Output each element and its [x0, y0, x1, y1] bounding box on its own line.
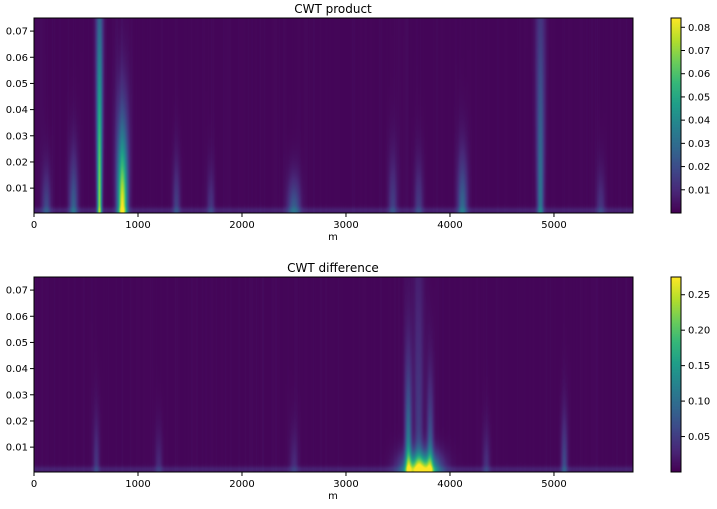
x-tick-label: 3000: [333, 479, 358, 490]
y-tick-label: 0.04: [6, 364, 28, 375]
x-tick-label: 5000: [541, 220, 566, 231]
y-tick-label: 0.03: [6, 390, 28, 401]
x-ticks: 0 1000 2000 3000 4000 5000: [31, 472, 567, 490]
chart-title: CWT product: [294, 2, 372, 16]
colorbar-tick-label: 0.05: [688, 92, 710, 103]
x-tick-label: 2000: [229, 479, 254, 490]
colorbar-ticks: 0.05 0.10 0.15 0.20 0.25: [681, 290, 710, 443]
x-tick-label: 4000: [437, 220, 462, 231]
colorbar-tick-label: 0.07: [688, 46, 710, 57]
y-tick-label: 0.02: [6, 416, 28, 427]
colorbar-tick-label: 0.08: [688, 23, 710, 34]
colorbar-ticks: 0.01 0.02 0.03 0.04 0.05 0.06 0.07 0.08: [681, 23, 710, 196]
x-tick-label: 0: [31, 220, 37, 231]
y-tick-label: 0.02: [6, 157, 28, 168]
y-tick-label: 0.01: [6, 443, 28, 454]
colorbar-tick-label: 0.20: [688, 326, 710, 337]
colorbar-tick-label: 0.05: [688, 432, 710, 443]
panel-cwt-difference: CWT difference 0 1000 2000 3000 4000 5000 0.0…: [6, 261, 711, 502]
y-tick-label: 0.07: [6, 27, 28, 38]
y-tick-label: 0.06: [6, 53, 28, 64]
colorbar-tick-label: 0.15: [688, 361, 710, 372]
x-tick-label: 1000: [125, 220, 150, 231]
y-tick-label: 0.06: [6, 312, 28, 323]
panel-cwt-product: CWT product 0 1000 2000 3000 4000 5000 0.010.…: [6, 2, 711, 243]
y-tick-label: 0.05: [6, 338, 28, 349]
colorbar-tick-label: 0.01: [688, 185, 710, 196]
y-ticks: 0.01 0.02 0.03 0.04 0.05 0.06 0.07: [6, 27, 34, 195]
colorbar-image: [671, 277, 681, 472]
x-axis-label: m: [328, 491, 338, 502]
heatmap-image: [34, 277, 633, 472]
colorbar-image: [671, 18, 681, 213]
x-ticks: 0 1000 2000 3000 4000 5000: [31, 213, 567, 231]
x-axis-label: m: [328, 232, 338, 243]
y-tick-label: 0.04: [6, 105, 28, 116]
colorbar-tick-label: 0.04: [688, 116, 710, 127]
colorbar-tick-label: 0.10: [688, 397, 710, 408]
y-tick-label: 0.01: [6, 184, 28, 195]
colorbar-tick-label: 0.02: [688, 162, 710, 173]
colorbar-frame: [670, 17, 682, 214]
colorbar-tick-label: 0.25: [688, 290, 710, 301]
y-tick-label: 0.03: [6, 131, 28, 142]
x-tick-label: 4000: [437, 479, 462, 490]
y-ticks: 0.01 0.02 0.03 0.04 0.05 0.06 0.07: [6, 286, 34, 454]
plot-frame: [33, 17, 634, 214]
heatmap-image: [34, 18, 633, 213]
x-tick-label: 3000: [333, 220, 358, 231]
y-tick-label: 0.05: [6, 79, 28, 90]
colorbar-tick-label: 0.06: [688, 69, 710, 80]
plot-frame: [33, 276, 634, 473]
y-tick-label: 0.07: [6, 286, 28, 297]
x-tick-label: 2000: [229, 220, 254, 231]
colorbar-tick-label: 0.03: [688, 139, 710, 150]
colorbar-frame: [670, 276, 682, 473]
x-tick-label: 1000: [125, 479, 150, 490]
chart-title: CWT difference: [287, 261, 379, 275]
x-tick-label: 0: [31, 479, 37, 490]
x-tick-label: 5000: [541, 479, 566, 490]
